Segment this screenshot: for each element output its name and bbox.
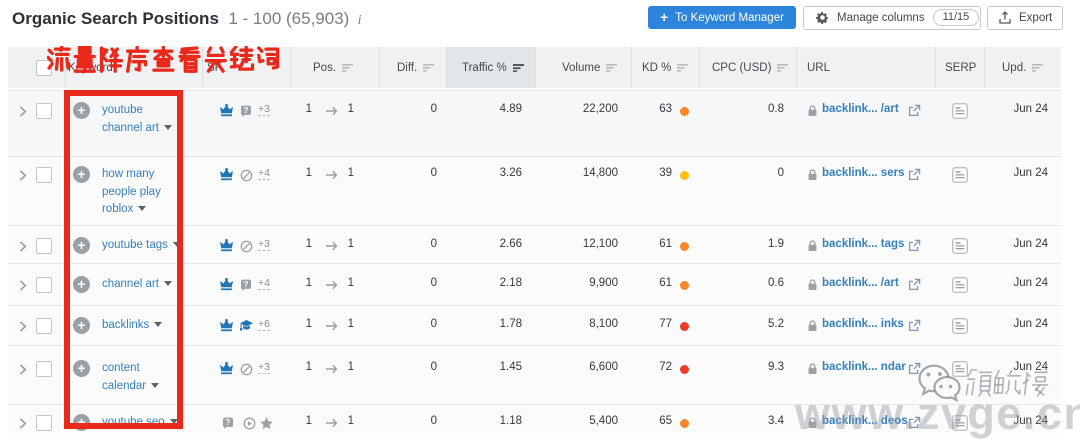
svg-text:?: ?	[226, 418, 231, 427]
svg-text:?: ?	[244, 280, 249, 289]
svg-text:?: ?	[244, 106, 249, 115]
